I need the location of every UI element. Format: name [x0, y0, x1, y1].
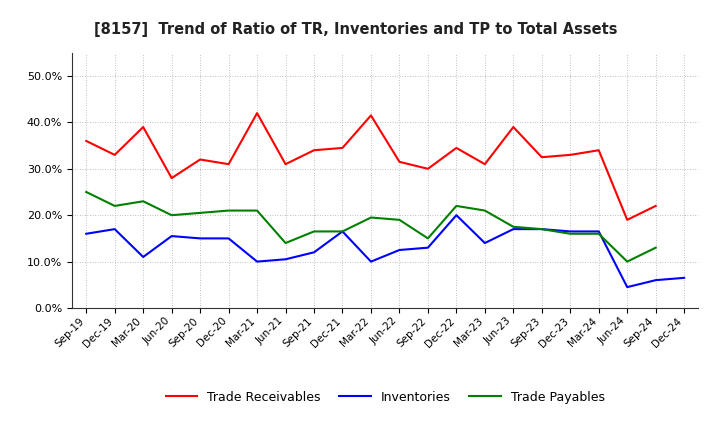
Trade Payables [338, 229, 347, 234]
Inventories [225, 236, 233, 241]
Trade Payables [253, 208, 261, 213]
Inventories [566, 229, 575, 234]
Trade Receivables [452, 145, 461, 150]
Inventories [282, 257, 290, 262]
Line: Trade Receivables: Trade Receivables [86, 113, 656, 220]
Trade Receivables [566, 152, 575, 158]
Trade Receivables [225, 161, 233, 167]
Inventories [395, 247, 404, 253]
Trade Receivables [253, 110, 261, 116]
Inventories [652, 278, 660, 283]
Trade Receivables [338, 145, 347, 150]
Trade Payables [423, 236, 432, 241]
Trade Payables [310, 229, 318, 234]
Trade Payables [282, 240, 290, 246]
Inventories [82, 231, 91, 236]
Trade Receivables [595, 147, 603, 153]
Inventories [338, 229, 347, 234]
Trade Payables [167, 213, 176, 218]
Trade Payables [623, 259, 631, 264]
Trade Payables [366, 215, 375, 220]
Inventories [167, 234, 176, 239]
Inventories [366, 259, 375, 264]
Inventories [452, 213, 461, 218]
Trade Receivables [310, 147, 318, 153]
Trade Payables [225, 208, 233, 213]
Trade Receivables [480, 161, 489, 167]
Inventories [680, 275, 688, 280]
Trade Receivables [139, 125, 148, 130]
Inventories [253, 259, 261, 264]
Inventories [623, 285, 631, 290]
Legend: Trade Receivables, Inventories, Trade Payables: Trade Receivables, Inventories, Trade Pa… [161, 386, 610, 409]
Trade Payables [537, 227, 546, 232]
Trade Payables [652, 245, 660, 250]
Trade Receivables [395, 159, 404, 165]
Line: Inventories: Inventories [86, 215, 684, 287]
Trade Payables [566, 231, 575, 236]
Trade Receivables [423, 166, 432, 172]
Trade Receivables [282, 161, 290, 167]
Trade Receivables [196, 157, 204, 162]
Trade Payables [82, 189, 91, 194]
Trade Payables [196, 210, 204, 216]
Inventories [509, 227, 518, 232]
Inventories [110, 227, 119, 232]
Trade Payables [139, 198, 148, 204]
Trade Payables [595, 231, 603, 236]
Inventories [537, 227, 546, 232]
Trade Receivables [537, 154, 546, 160]
Inventories [480, 240, 489, 246]
Text: [8157]  Trend of Ratio of TR, Inventories and TP to Total Assets: [8157] Trend of Ratio of TR, Inventories… [94, 22, 617, 37]
Trade Payables [395, 217, 404, 223]
Trade Payables [480, 208, 489, 213]
Inventories [196, 236, 204, 241]
Trade Payables [452, 203, 461, 209]
Inventories [595, 229, 603, 234]
Trade Receivables [509, 125, 518, 130]
Trade Receivables [652, 203, 660, 209]
Trade Receivables [623, 217, 631, 223]
Trade Receivables [366, 113, 375, 118]
Line: Trade Payables: Trade Payables [86, 192, 656, 262]
Trade Receivables [82, 138, 91, 143]
Trade Receivables [167, 176, 176, 181]
Inventories [139, 254, 148, 260]
Trade Payables [110, 203, 119, 209]
Trade Receivables [110, 152, 119, 158]
Trade Payables [509, 224, 518, 229]
Inventories [310, 249, 318, 255]
Inventories [423, 245, 432, 250]
